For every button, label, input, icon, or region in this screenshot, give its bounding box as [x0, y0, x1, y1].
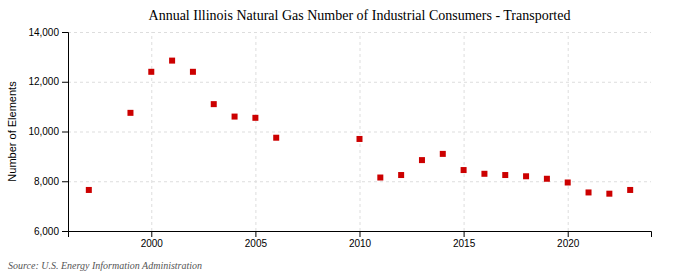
y-grid-tick — [68, 132, 651, 133]
chart: 2000 2005 2010 2015 2020 6,000 8,000 10,000 12,0… — [0, 0, 675, 275]
point — [190, 69, 196, 75]
x-tick-label: 2010 — [349, 238, 372, 249]
x-grid-tick — [360, 32, 361, 231]
x-tick: 2015 — [453, 231, 476, 249]
y-grid-line — [68, 181, 651, 182]
x-tick: 2020 — [557, 231, 580, 249]
y-tick-label: 14,000 — [28, 27, 59, 38]
x-tick-mark — [568, 231, 569, 237]
x-tick-mark — [464, 231, 465, 237]
title: Annual Illinois Natural Gas Number of In… — [149, 8, 571, 23]
point — [148, 69, 154, 75]
y-axis-title: Number of Elements — [6, 81, 18, 182]
x-tick-mark — [360, 231, 361, 237]
y-tick-mark — [62, 132, 68, 133]
point — [544, 176, 550, 182]
point — [377, 175, 383, 181]
y-tick-label: 10,000 — [28, 126, 59, 137]
y-tick-label: 12,000 — [28, 76, 59, 87]
x-tick: 2005 — [245, 231, 268, 249]
points — [86, 58, 633, 197]
point — [419, 157, 425, 163]
y-grid-line — [68, 132, 651, 133]
y-grid-tick — [68, 32, 651, 33]
y-grid-tick — [68, 181, 651, 182]
y-tick: 8,000 — [34, 176, 68, 187]
x-tick: 2010 — [349, 231, 372, 249]
point — [398, 172, 404, 178]
x-tick-label: 2015 — [453, 238, 476, 249]
y-tick: 6,000 — [34, 226, 68, 237]
y-axis: 6,000 8,000 10,000 12,000 14,000 — [28, 27, 68, 237]
point — [232, 114, 238, 120]
y-grid-tick — [68, 82, 651, 83]
x-tick: 2000 — [141, 231, 164, 249]
point — [481, 171, 487, 177]
point — [127, 110, 133, 116]
x-axis: 2000 2005 2010 2015 2020 — [69, 231, 652, 249]
x-grid-line — [360, 32, 361, 231]
point — [586, 189, 592, 195]
y-tick-mark — [62, 32, 68, 33]
x-tick-mark — [151, 231, 152, 237]
point — [357, 136, 363, 142]
y-tick: 10,000 — [28, 126, 68, 137]
point — [461, 167, 467, 173]
point — [86, 187, 92, 193]
point — [252, 115, 258, 121]
x-tick-label: 2020 — [557, 238, 580, 249]
y-tick-mark — [62, 181, 68, 182]
y-tick: 14,000 — [28, 27, 68, 38]
point — [211, 101, 217, 107]
y-tick-mark — [62, 231, 68, 232]
point — [440, 151, 446, 157]
y-grid-line — [68, 32, 651, 33]
y-tick-mark — [62, 82, 68, 83]
x-tick-label: 2005 — [245, 238, 268, 249]
y-axis-line — [62, 33, 69, 232]
y-grid-line — [68, 82, 651, 83]
y-tick: 12,000 — [28, 76, 68, 87]
point — [565, 179, 571, 185]
point — [627, 187, 633, 193]
annotation: Source: U.S. Energy Information Administ… — [8, 260, 202, 271]
point — [273, 135, 279, 141]
plot: 2000 2005 2010 2015 2020 6,000 8,000 10,000 12,0… — [28, 27, 651, 249]
point — [523, 173, 529, 179]
x-axis-line — [69, 232, 652, 238]
point — [169, 58, 175, 64]
point — [502, 172, 508, 178]
y-tick-label: 8,000 — [34, 176, 59, 187]
point — [606, 191, 612, 197]
y-tick-label: 6,000 — [34, 226, 59, 237]
y-grid — [68, 33, 651, 232]
x-tick-mark — [255, 231, 256, 237]
x-tick-label: 2000 — [141, 238, 164, 249]
